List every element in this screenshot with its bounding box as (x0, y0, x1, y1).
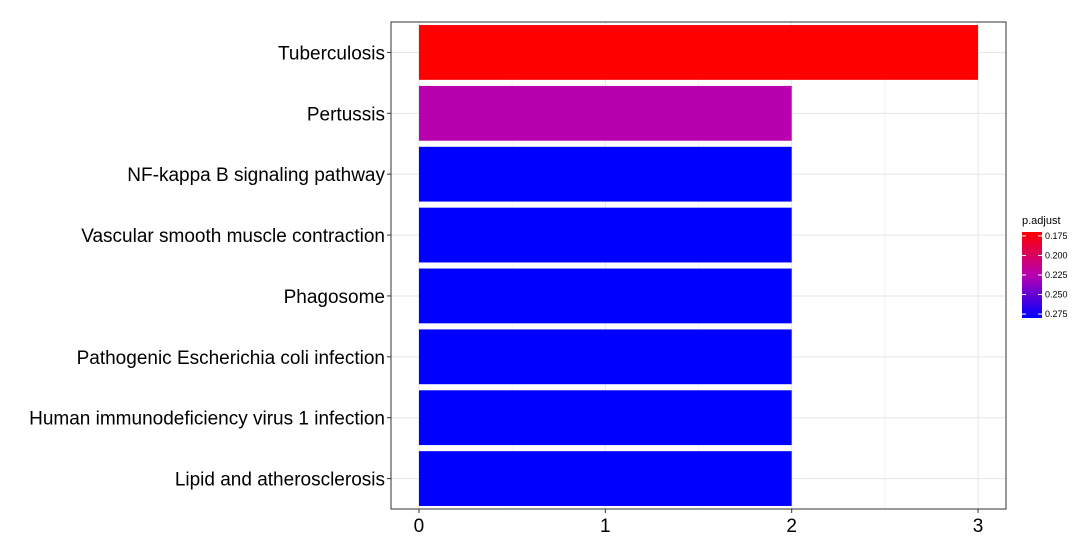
category-label: Tuberculosis (278, 43, 385, 64)
bar (418, 390, 792, 446)
x-axis: 0 1 2 3 (414, 509, 984, 537)
legend-ticks: 0.175 0.200 0.225 0.250 0.275 (1022, 231, 1068, 319)
category-label: Phagosome (284, 287, 385, 308)
bars (418, 25, 979, 506)
legend-colorbar (1022, 232, 1042, 318)
color-legend: p.adjust 0.175 0.200 0.225 0.250 0.275 (1022, 215, 1068, 319)
x-tick-label: 2 (786, 516, 797, 537)
plot-border (390, 21, 1007, 510)
x-tick-label: 1 (600, 516, 611, 537)
category-label: Pathogenic Escherichia coli infection (77, 348, 385, 369)
x-tick-label: 3 (973, 516, 984, 537)
bar (418, 146, 792, 202)
legend-tick-label: 0.275 (1045, 309, 1068, 319)
category-label: Pertussis (307, 104, 385, 125)
bar (418, 451, 792, 506)
bar (418, 268, 792, 324)
category-label: Vascular smooth muscle contraction (81, 226, 385, 247)
legend-tick-label: 0.250 (1045, 290, 1068, 300)
bar (418, 207, 792, 263)
legend-tick-label: 0.200 (1045, 250, 1068, 260)
bar (418, 85, 792, 141)
legend-title: p.adjust (1022, 215, 1061, 227)
legend-tick-label: 0.225 (1045, 270, 1068, 280)
legend-tick-label: 0.175 (1045, 231, 1068, 241)
x-tick-label: 0 (414, 516, 425, 537)
category-label: Human immunodeficiency virus 1 infection (29, 409, 385, 430)
category-label: NF-kappa B signaling pathway (127, 165, 385, 186)
category-labels: Tuberculosis Pertussis NF-kappa B signalin… (29, 43, 391, 491)
category-label: Lipid and atherosclerosis (175, 470, 385, 491)
bar (418, 25, 979, 80)
bar (418, 329, 792, 385)
